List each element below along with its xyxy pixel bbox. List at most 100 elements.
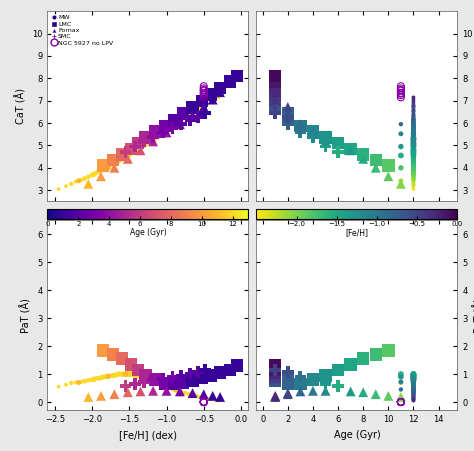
- Point: [200, 394, 208, 401]
- Point: [410, 370, 417, 377]
- Point: [410, 377, 417, 385]
- Point: [410, 124, 417, 131]
- Point: [397, 177, 405, 184]
- Point: [410, 374, 417, 381]
- Point: [410, 378, 417, 386]
- Point: [410, 140, 417, 147]
- Point: [410, 371, 417, 378]
- Point: [161, 380, 169, 387]
- Point: [131, 371, 138, 378]
- Point: [410, 145, 417, 152]
- Point: [179, 110, 187, 117]
- Point: [272, 97, 279, 104]
- Point: [410, 155, 417, 162]
- Point: [77, 176, 85, 184]
- Point: [124, 370, 132, 377]
- Point: [75, 379, 82, 386]
- Point: [397, 386, 405, 393]
- Point: [410, 129, 417, 137]
- Point: [284, 112, 292, 119]
- Point: [174, 387, 182, 395]
- Point: [142, 372, 149, 379]
- Point: [410, 159, 417, 166]
- Point: [397, 393, 405, 400]
- Point: [384, 173, 392, 180]
- Point: [112, 371, 119, 378]
- Point: [161, 381, 169, 388]
- Point: [272, 110, 279, 117]
- Point: [129, 148, 137, 156]
- Point: [410, 375, 417, 382]
- Point: [169, 373, 176, 381]
- Point: [284, 116, 292, 123]
- Point: [200, 391, 208, 398]
- Point: [410, 373, 417, 381]
- Point: [272, 88, 279, 96]
- Point: [410, 396, 417, 403]
- Point: [174, 119, 182, 126]
- Point: [410, 160, 417, 167]
- Point: [410, 178, 417, 185]
- Point: [410, 371, 417, 378]
- Point: [410, 171, 417, 179]
- Point: [200, 398, 208, 405]
- Point: [410, 166, 417, 174]
- Point: [122, 152, 129, 159]
- Point: [172, 120, 179, 128]
- Point: [309, 128, 317, 135]
- Point: [207, 91, 215, 98]
- Point: [199, 97, 206, 104]
- Point: [142, 374, 149, 381]
- Point: [149, 138, 157, 145]
- Point: [410, 169, 417, 176]
- Point: [359, 355, 367, 362]
- Point: [133, 146, 140, 153]
- Point: [140, 378, 148, 386]
- Point: [397, 94, 405, 101]
- Point: [297, 122, 304, 129]
- Point: [410, 379, 417, 386]
- Point: [187, 370, 194, 377]
- Point: [410, 132, 417, 139]
- Point: [410, 94, 417, 101]
- Point: [410, 130, 417, 138]
- Point: [126, 151, 133, 158]
- Point: [55, 185, 63, 193]
- Point: [144, 375, 152, 382]
- Point: [410, 156, 417, 164]
- Point: [200, 90, 208, 97]
- Point: [117, 370, 124, 377]
- Point: [359, 151, 367, 158]
- Point: [410, 153, 417, 160]
- Point: [410, 381, 417, 388]
- Point: [410, 123, 417, 130]
- Point: [161, 122, 169, 129]
- Point: [410, 375, 417, 382]
- Point: [410, 370, 417, 377]
- Point: [410, 142, 417, 149]
- Point: [397, 398, 405, 405]
- Point: [159, 379, 166, 387]
- Point: [88, 376, 96, 383]
- Point: [161, 380, 168, 387]
- Point: [200, 398, 208, 405]
- Point: [84, 180, 92, 188]
- Point: [410, 370, 417, 377]
- Point: [129, 371, 137, 378]
- X-axis label: [Fe/H]: [Fe/H]: [346, 228, 368, 237]
- Point: [272, 91, 279, 98]
- Point: [200, 398, 208, 405]
- Point: [157, 130, 165, 138]
- Point: [124, 152, 132, 159]
- Point: [118, 355, 126, 362]
- Point: [397, 398, 405, 405]
- Point: [138, 373, 146, 381]
- Point: [410, 390, 417, 397]
- Point: [410, 394, 417, 401]
- Point: [142, 140, 149, 147]
- Point: [122, 370, 129, 377]
- Point: [297, 388, 304, 395]
- Point: [297, 129, 304, 136]
- Point: [200, 92, 208, 99]
- Point: [172, 386, 179, 393]
